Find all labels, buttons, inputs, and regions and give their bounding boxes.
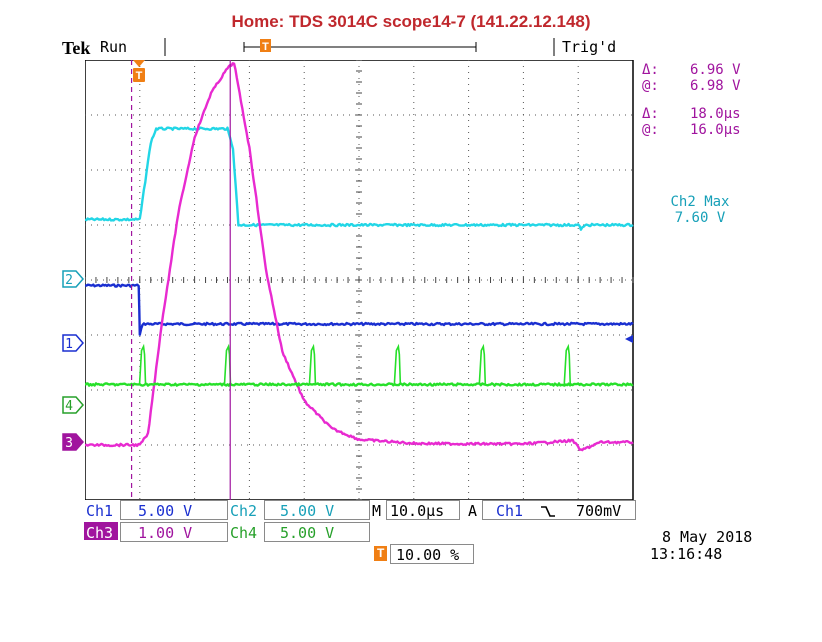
window-title: Home: TDS 3014C scope14-7 (141.22.12.148… [231,12,591,31]
horiz-scale: 10.0μs [390,502,445,520]
t-at-label: @: [642,122,659,138]
trace-ch3 [85,62,634,452]
ch2-scale: 5.00 V [280,502,335,520]
measurement-value: 7.60 V [674,210,726,226]
trace-ch4-spike [308,343,317,385]
trig-source: Ch1 [496,502,524,520]
ch3-scale: 1.00 V [138,524,193,542]
ch2-scale-box [264,500,370,520]
waveform-traces [85,62,634,452]
record-trigger-marker [260,39,271,52]
horiz-label: M [372,502,382,520]
ch2-label: Ch2 [230,502,258,520]
trace-ch4-spike [478,343,487,385]
falling-edge-icon [541,506,555,517]
ch4-scale-box [264,522,370,542]
svg-text:1: 1 [65,337,73,352]
svg-text:2: 2 [65,273,73,288]
trigger-position-marker: T [133,60,145,82]
trig-level: 700mV [576,502,622,520]
ch1-marker: 1 [62,334,84,352]
trig-position: 10.00 % [396,546,460,564]
ch3-label-bg [84,522,118,540]
trace-ch4-spike [138,343,147,385]
run-state: Run [100,38,128,56]
cursor-lines [130,60,231,500]
trace-ch4 [85,382,634,387]
trace-ch1 [85,283,634,336]
t-delta-label: Δ: [642,106,659,122]
waveform-display: T [85,60,634,500]
v-delta-value: 6.96 V [690,62,741,78]
t-at-value: 16.0μs [690,122,741,138]
trigger-state: Trig'd [562,38,617,56]
svg-text:3: 3 [65,436,73,451]
trigger-marker-letter: T [136,70,143,82]
trig-position-letter: T [377,546,385,560]
t-delta-value: 18.0μs [690,106,741,122]
ch2-marker: 2 [62,270,84,288]
trace-ch4-spike [563,343,572,385]
horiz-scale-box [386,500,460,520]
measurement-label: Ch2 Max [670,194,730,210]
ch4-marker: 4 [62,396,84,414]
trig-mode: A [468,502,478,520]
record-trigger-letter: T [262,41,269,53]
ch3-scale-box [120,522,228,542]
ch3-marker: 3 [62,433,84,451]
v-at-label: @: [642,78,659,94]
v-delta-label: Δ: [642,62,659,78]
record-bar: T [164,38,555,56]
trig-position-box [390,544,474,564]
trig-position-icon [374,546,387,561]
v-at-value: 6.98 V [690,78,741,94]
trigger-level-marker [625,335,633,343]
ch1-scale-box [120,500,228,520]
trace-ch4-spike [393,343,402,385]
ch1-label: Ch1 [86,502,114,520]
ch4-label: Ch4 [230,524,258,542]
ch3-label: Ch3 [86,524,114,542]
ch4-scale: 5.00 V [280,524,335,542]
time: 13:16:48 [650,545,723,563]
ch1-scale: 5.00 V [138,502,193,520]
brand-logo: Tek [62,38,91,58]
svg-text:4: 4 [65,399,73,414]
trace-ch2 [85,126,634,231]
trig-box [482,500,636,520]
date: 8 May 2018 [662,528,753,546]
